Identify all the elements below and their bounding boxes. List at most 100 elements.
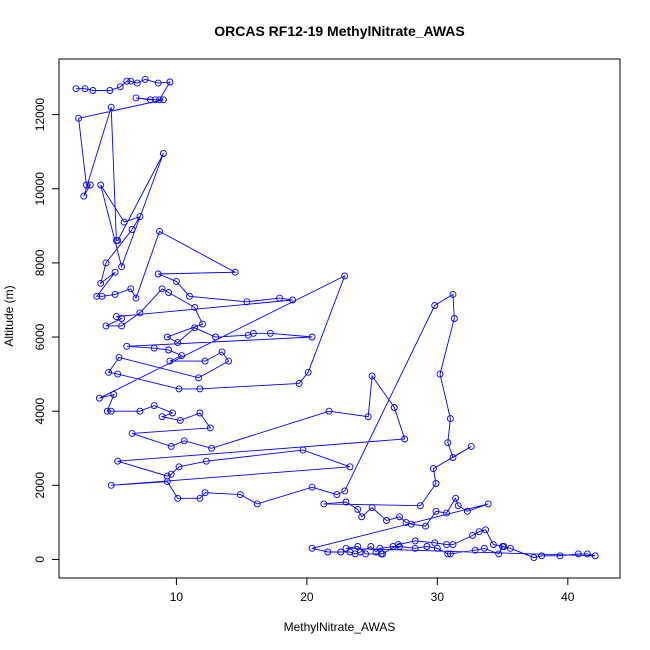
data-point xyxy=(432,480,440,487)
data-point xyxy=(206,424,214,432)
data-point xyxy=(132,294,140,302)
y-tick-label: 10000 xyxy=(33,172,47,206)
data-point xyxy=(195,374,203,382)
data-point xyxy=(196,385,204,393)
data-point xyxy=(450,315,458,322)
data-point xyxy=(482,526,490,534)
data-point xyxy=(308,483,316,491)
data-point xyxy=(358,513,366,521)
data-point xyxy=(243,298,251,306)
data-point xyxy=(308,544,316,552)
data-point xyxy=(167,442,175,450)
data-point xyxy=(169,409,176,417)
data-point xyxy=(401,435,409,443)
data-point xyxy=(449,290,457,298)
data-point xyxy=(530,554,538,562)
data-point xyxy=(452,494,460,502)
data-point xyxy=(118,315,126,322)
data-point xyxy=(407,520,415,528)
data-point xyxy=(165,346,173,354)
data-point xyxy=(436,370,444,378)
data-point xyxy=(218,348,226,356)
data-point xyxy=(342,544,350,552)
data-point xyxy=(591,552,599,560)
data-point xyxy=(95,394,103,402)
data-point xyxy=(368,504,376,512)
data-point xyxy=(308,333,316,341)
data-point xyxy=(231,268,239,276)
data-point xyxy=(150,344,158,352)
y-tick-label: 4000 xyxy=(33,398,47,425)
data-point xyxy=(196,409,204,417)
data-point xyxy=(431,539,439,547)
data-point xyxy=(433,544,441,552)
data-point xyxy=(106,87,114,94)
data-point xyxy=(174,494,182,502)
data-point xyxy=(475,528,483,536)
data-point xyxy=(102,259,110,267)
data-point xyxy=(416,502,424,510)
data-point xyxy=(166,357,174,365)
y-axis-label: Altitude (m) xyxy=(2,285,16,346)
data-point xyxy=(396,543,403,550)
data-point xyxy=(136,213,144,221)
data-point xyxy=(411,537,419,545)
data-point xyxy=(304,368,312,376)
x-tick-label: 40 xyxy=(561,590,575,604)
data-point xyxy=(136,407,144,415)
data-point xyxy=(444,550,452,558)
data-point xyxy=(86,181,94,189)
data-point xyxy=(81,85,89,93)
data-point xyxy=(480,544,488,552)
data-point xyxy=(178,352,186,360)
data-point xyxy=(152,96,159,104)
plot-frame xyxy=(58,58,621,579)
data-point xyxy=(454,502,462,510)
data-point xyxy=(390,404,398,411)
data-point xyxy=(429,465,437,473)
data-point xyxy=(123,77,131,85)
data-point xyxy=(115,353,123,361)
data-point xyxy=(471,546,479,554)
data-point xyxy=(180,437,188,445)
data-point xyxy=(154,79,162,87)
data-point xyxy=(446,550,454,558)
data-point xyxy=(175,463,183,471)
data-point xyxy=(446,415,454,423)
data-point xyxy=(111,268,119,276)
data-point xyxy=(469,531,477,539)
data-point xyxy=(444,439,452,447)
data-point xyxy=(394,541,402,549)
data-point xyxy=(443,541,450,549)
x-axis-label: MethylNitrate_AWAS xyxy=(284,620,396,634)
data-point xyxy=(467,442,475,450)
data-point xyxy=(102,322,110,330)
chart-title: ORCAS RF12-19 MethylNitrate_AWAS xyxy=(214,23,465,39)
data-point xyxy=(103,407,111,415)
data-point xyxy=(249,329,257,337)
data-point xyxy=(141,75,149,83)
data-point xyxy=(320,500,328,508)
data-point xyxy=(166,78,174,86)
data-point xyxy=(154,270,162,278)
data-point xyxy=(295,379,303,387)
data-point xyxy=(354,505,362,513)
data-point xyxy=(146,96,154,104)
data-point xyxy=(411,544,419,552)
data-point xyxy=(212,333,220,341)
data-point xyxy=(80,192,88,200)
data-point xyxy=(196,494,204,502)
data-point xyxy=(324,548,332,556)
data-point xyxy=(202,457,210,465)
data-point xyxy=(367,543,375,550)
data-point xyxy=(163,333,171,341)
data-point xyxy=(128,226,136,233)
data-point xyxy=(186,292,193,300)
data-point xyxy=(98,292,106,300)
x-tick-label: 30 xyxy=(431,590,445,604)
data-point xyxy=(159,96,167,104)
data-point xyxy=(443,509,450,517)
x-axis: 10 20 30 40 xyxy=(170,578,575,604)
data-point xyxy=(114,237,122,245)
data-point xyxy=(362,550,370,558)
